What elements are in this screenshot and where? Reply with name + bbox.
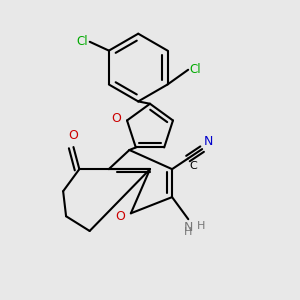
Text: O: O (68, 129, 78, 142)
Text: H: H (184, 226, 193, 237)
Text: N: N (184, 221, 193, 234)
Text: O: O (115, 210, 125, 223)
Text: Cl: Cl (190, 63, 201, 76)
Text: H: H (196, 221, 205, 231)
Text: O: O (111, 112, 121, 125)
Text: N: N (204, 135, 213, 148)
Text: Cl: Cl (77, 35, 88, 48)
Text: C: C (190, 161, 197, 171)
